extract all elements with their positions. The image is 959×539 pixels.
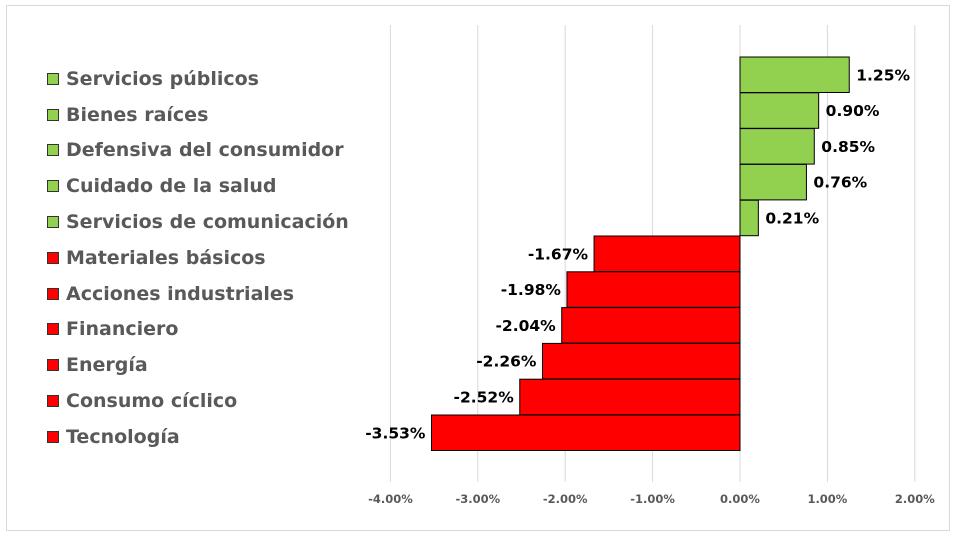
bar xyxy=(430,414,741,451)
bar xyxy=(739,163,807,201)
legend-item: Cuidado de la salud xyxy=(47,168,349,204)
data-label: 0.76% xyxy=(813,174,867,192)
legend-swatch xyxy=(47,395,59,408)
x-axis-ticks: -4.00% -3.00% -2.00% -1.00% 0.00% 1.00% 2.00% xyxy=(368,492,935,506)
legend-item: Financiero xyxy=(47,312,349,348)
data-label: 0.21% xyxy=(765,209,819,227)
legend-label: Consumo cíclico xyxy=(66,390,238,413)
bar xyxy=(541,342,741,380)
x-tick-label: 0.00% xyxy=(720,492,760,506)
data-label: 0.85% xyxy=(821,138,875,156)
x-tick-label: 1.00% xyxy=(807,492,847,506)
x-tick-label: -4.00% xyxy=(368,492,413,506)
data-label: -1.67% xyxy=(528,245,589,263)
legend-swatch xyxy=(47,108,59,121)
legend-swatch xyxy=(47,430,59,443)
x-tick-label: -3.00% xyxy=(455,492,500,506)
legend-item: Energía xyxy=(47,347,349,383)
legend-item: Materiales básicos xyxy=(47,240,349,276)
legend-swatch xyxy=(47,72,59,85)
legend-swatch xyxy=(47,287,59,300)
bar xyxy=(739,128,815,165)
bar xyxy=(739,92,820,129)
bar xyxy=(561,307,741,344)
x-tick-label: -1.00% xyxy=(630,492,675,506)
legend-label: Bienes raíces xyxy=(66,103,209,126)
bars xyxy=(430,56,850,451)
legend-label: Acciones industriales xyxy=(66,282,295,305)
bar xyxy=(519,378,741,416)
data-labels: 1.25% 0.90% 0.85% 0.76% 0.21% -1.67% -1.98% -2.… xyxy=(365,66,910,442)
legend-label: Servicios de comunicación xyxy=(66,211,349,234)
legend: Servicios públicos Bienes raíces Defensiva… xyxy=(47,61,349,455)
legend-swatch xyxy=(47,359,59,372)
legend-item: Acciones industriales xyxy=(47,276,349,312)
legend-item: Consumo cíclico xyxy=(47,383,349,419)
bar xyxy=(739,199,759,237)
legend-swatch xyxy=(47,323,59,336)
data-label: 0.90% xyxy=(826,102,880,120)
data-label: -3.53% xyxy=(365,424,426,442)
bar xyxy=(739,56,850,93)
bar xyxy=(593,235,741,272)
bar xyxy=(566,271,741,308)
legend-item: Defensiva del consumidor xyxy=(47,133,349,169)
legend-item: Servicios de comunicación xyxy=(47,204,349,240)
legend-item: Servicios públicos xyxy=(47,61,349,97)
legend-item: Bienes raíces xyxy=(47,97,349,133)
x-tick-label: -2.00% xyxy=(543,492,588,506)
data-label: -2.26% xyxy=(476,353,537,371)
legend-item: Tecnología xyxy=(47,419,349,455)
legend-label: Servicios públicos xyxy=(66,67,259,90)
data-label: 1.25% xyxy=(856,66,910,84)
legend-label: Energía xyxy=(66,354,148,377)
legend-swatch xyxy=(47,144,59,157)
legend-swatch xyxy=(47,180,59,193)
legend-label: Tecnología xyxy=(66,425,180,448)
legend-label: Materiales básicos xyxy=(66,246,266,269)
data-label: -2.52% xyxy=(454,388,515,406)
legend-swatch xyxy=(47,251,59,264)
data-label: -1.98% xyxy=(501,281,562,299)
legend-label: Cuidado de la salud xyxy=(66,175,277,198)
legend-label: Financiero xyxy=(66,318,179,341)
legend-swatch xyxy=(47,216,59,229)
data-label: -2.04% xyxy=(495,317,556,335)
x-tick-label: 2.00% xyxy=(895,492,935,506)
legend-label: Defensiva del consumidor xyxy=(66,139,344,162)
